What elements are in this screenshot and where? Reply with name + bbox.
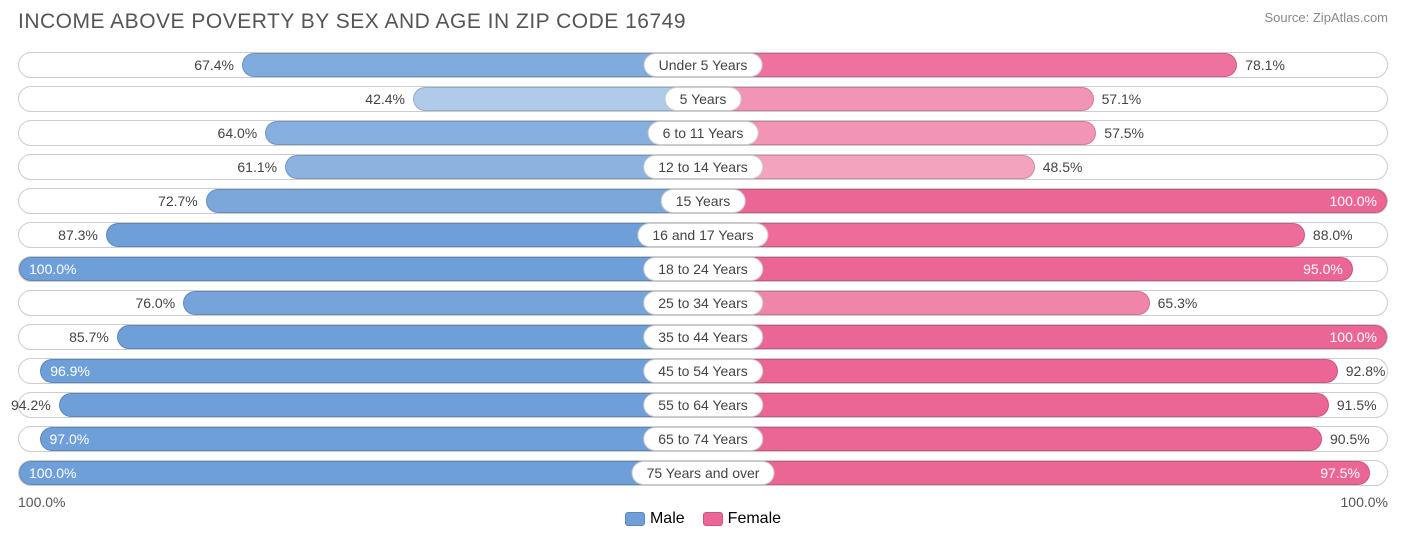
female-value-label: 78.1% [1237,53,1285,77]
male-value-label: 72.7% [158,189,206,213]
chart-row: 97.0% 90.5% 65 to 74 Years [18,426,1388,452]
male-swatch-icon [625,512,645,526]
legend-female: Female [703,510,781,528]
male-bar [265,121,703,145]
female-value-label: 65.3% [1150,291,1198,315]
chart-header: INCOME ABOVE POVERTY BY SEX AND AGE IN Z… [18,10,1388,34]
chart-row: 100.0% 97.5% 75 Years and over [18,460,1388,486]
chart-row: 61.1% 48.5% 12 to 14 Years [18,154,1388,180]
female-bar [703,427,1322,451]
male-bar [183,291,703,315]
age-category-label: 15 Years [661,189,746,213]
legend-male: Male [625,510,685,528]
axis-left-label: 100.0% [18,494,65,510]
female-value-label: 95.0% [1303,257,1353,281]
male-bar [117,325,703,349]
female-value-label: 92.8% [1338,359,1386,383]
chart-row: 100.0% 95.0% 18 to 24 Years [18,256,1388,282]
female-value-label: 48.5% [1035,155,1083,179]
female-bar [703,257,1353,281]
female-bar [703,393,1329,417]
male-value-label: 97.0% [40,427,90,451]
chart-row: 72.7% 100.0% 15 Years [18,188,1388,214]
male-value-label: 87.3% [58,223,106,247]
female-value-label: 100.0% [1330,189,1387,213]
female-bar [703,325,1387,349]
chart-footer: 100.0% 100.0% Male Female [18,494,1388,516]
male-bar [285,155,703,179]
male-value-label: 61.1% [237,155,285,179]
male-value-label: 100.0% [19,461,76,485]
age-category-label: 35 to 44 Years [643,325,763,349]
chart-row: 76.0% 65.3% 25 to 34 Years [18,290,1388,316]
female-value-label: 57.1% [1094,87,1142,111]
male-bar [413,87,703,111]
male-value-label: 96.9% [40,359,90,383]
male-bar [206,189,703,213]
female-bar [703,461,1370,485]
male-value-label: 94.2% [11,393,59,417]
male-bar [106,223,703,247]
female-value-label: 88.0% [1305,223,1353,247]
population-pyramid-chart: 67.4% 78.1% Under 5 Years 42.4% 57.1% 5 Years… [18,52,1388,486]
female-bar [703,121,1096,145]
chart-row: 67.4% 78.1% Under 5 Years [18,52,1388,78]
female-bar [703,53,1237,77]
male-bar [40,359,703,383]
female-value-label: 57.5% [1096,121,1144,145]
female-value-label: 97.5% [1320,461,1370,485]
age-category-label: 55 to 64 Years [643,393,763,417]
female-bar [703,291,1150,315]
axis-right-label: 100.0% [1341,494,1388,510]
male-value-label: 67.4% [194,53,242,77]
male-value-label: 42.4% [365,87,413,111]
age-category-label: 25 to 34 Years [643,291,763,315]
female-bar [703,87,1094,111]
female-bar [703,223,1305,247]
legend: Male Female [625,510,781,528]
x-axis: 100.0% 100.0% [18,494,1388,510]
age-category-label: 65 to 74 Years [643,427,763,451]
chart-row: 85.7% 100.0% 35 to 44 Years [18,324,1388,350]
age-category-label: 18 to 24 Years [643,257,763,281]
age-category-label: 75 Years and over [632,461,775,485]
male-bar [40,427,703,451]
male-bar [242,53,703,77]
age-category-label: 5 Years [665,87,742,111]
age-category-label: Under 5 Years [644,53,763,77]
male-value-label: 76.0% [135,291,183,315]
chart-row: 96.9% 92.8% 45 to 54 Years [18,358,1388,384]
male-bar [19,257,703,281]
age-category-label: 45 to 54 Years [643,359,763,383]
chart-row: 64.0% 57.5% 6 to 11 Years [18,120,1388,146]
female-value-label: 91.5% [1329,393,1377,417]
female-bar [703,359,1338,383]
male-value-label: 64.0% [218,121,266,145]
chart-row: 42.4% 57.1% 5 Years [18,86,1388,112]
chart-row: 87.3% 88.0% 16 and 17 Years [18,222,1388,248]
age-category-label: 6 to 11 Years [648,121,759,145]
age-category-label: 12 to 14 Years [643,155,763,179]
male-value-label: 85.7% [69,325,117,349]
male-value-label: 100.0% [19,257,76,281]
chart-source: Source: ZipAtlas.com [1264,10,1388,25]
male-bar [19,461,703,485]
age-category-label: 16 and 17 Years [637,223,768,247]
female-value-label: 90.5% [1322,427,1370,451]
chart-title: INCOME ABOVE POVERTY BY SEX AND AGE IN Z… [18,10,686,34]
female-value-label: 100.0% [1330,325,1387,349]
female-bar [703,189,1387,213]
female-swatch-icon [703,512,723,526]
chart-row: 94.2%91.5%55 to 64 Years [18,392,1388,418]
male-bar [59,393,703,417]
